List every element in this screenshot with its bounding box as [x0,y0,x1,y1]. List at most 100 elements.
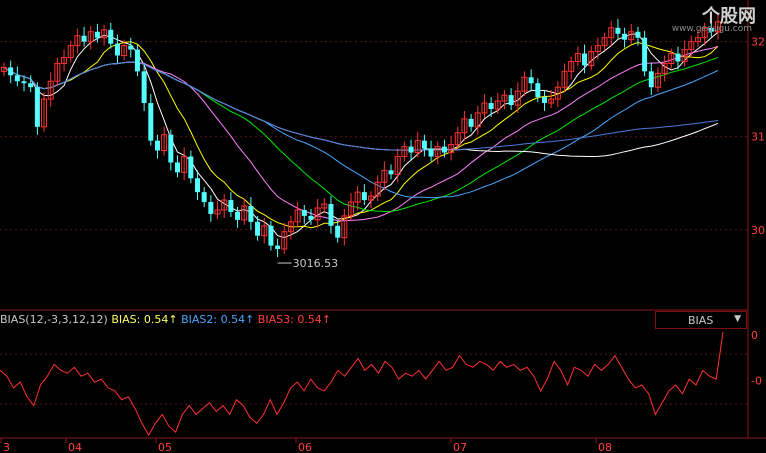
candlestick [221,194,228,218]
candlestick [568,56,575,80]
candle-body [174,162,180,173]
low-point-label: 3016.53 [293,257,339,270]
candle-body [261,225,268,237]
candlestick [648,62,654,96]
candlestick [528,69,534,92]
candle-body [181,156,188,173]
candle-body [108,29,114,44]
candle-body [14,75,20,82]
candle-body [381,169,388,183]
candlestick [374,175,381,202]
bias-value: 0.54↑ [143,313,178,326]
candle-body [441,146,447,153]
candlestick [341,208,348,246]
indicator-name: BIAS(12,-3,3,12,12) [0,313,108,326]
candlestick [368,191,375,208]
candlestick [694,29,701,47]
candlestick [347,193,354,221]
candle-body [574,53,581,62]
candle-body [208,202,214,214]
ma-line-ma10 [3,41,719,229]
candlestick [301,205,307,224]
candle-body [421,140,427,149]
candlestick [335,220,341,243]
candlestick [454,126,461,150]
candlestick [101,24,108,46]
candlestick [61,49,68,72]
candle-body [328,204,334,226]
candle-body [488,103,494,109]
candle-body [8,67,14,76]
candle-body [494,100,501,110]
candlestick [114,34,120,64]
indicator-selector[interactable]: BIAS ▼ [655,311,747,329]
ma-line-ma30 [3,57,719,213]
candlestick [328,196,334,234]
candle-body [321,203,328,209]
candle-body [668,53,675,64]
time-tick-label: 04 [68,441,82,453]
bias-grid [0,353,748,405]
candlestick [275,238,281,257]
candle-body [354,191,361,203]
candlestick [521,71,528,97]
candle-body [601,37,608,47]
time-tick-label: 3 [3,441,10,453]
candlestick [468,113,474,132]
candle-body [694,37,701,43]
candlestick [361,184,367,206]
candlestick [67,40,74,63]
time-tick-label: 07 [453,441,467,453]
candle-body [308,215,314,220]
bias-tick-label: 0 [751,329,758,342]
candlestick [574,46,581,67]
candlestick [268,220,274,251]
candle-body [561,70,568,88]
candle-body [21,81,27,84]
candle-body [94,31,100,38]
candle-body [568,60,575,72]
candle-body [148,103,154,141]
candlestick [54,57,61,87]
candlestick [188,150,194,184]
time-tick-label: 05 [158,441,172,453]
candlestick [94,23,100,43]
candlestick [461,110,468,141]
bias-label: BIAS: [111,313,141,326]
candlestick [287,215,294,240]
candlestick [141,64,147,111]
moving-average-lines [3,31,719,239]
candlestick [615,18,621,39]
candle-body [287,221,294,233]
candle-body [114,43,120,56]
candle-body [374,181,381,197]
candle-body [275,245,281,250]
candle-body [434,146,441,158]
candlestick [314,199,321,228]
candlestick [608,20,615,46]
candlestick [434,141,441,165]
candle-body [615,27,621,34]
candlestick [501,90,508,109]
candle-body [481,102,488,114]
bias2-label: BIAS2: [181,313,218,326]
candlestick [354,186,361,210]
candle-body [61,57,68,64]
chevron-down-icon: ▼ [734,314,741,324]
candle-body [661,62,668,74]
candle-body [594,45,601,53]
candlestick [281,222,288,254]
candlestick [441,139,447,158]
candle-body [1,66,7,72]
bias2-value: 0.54↑ [220,313,255,326]
candle-body [168,134,174,163]
candle-body [588,51,595,66]
candle-body [528,77,534,84]
candle-body [294,209,301,223]
candle-body [514,90,521,106]
candle-body [468,118,474,127]
bias-line [0,331,724,437]
candlestick [47,72,54,107]
candlestick [421,134,427,157]
